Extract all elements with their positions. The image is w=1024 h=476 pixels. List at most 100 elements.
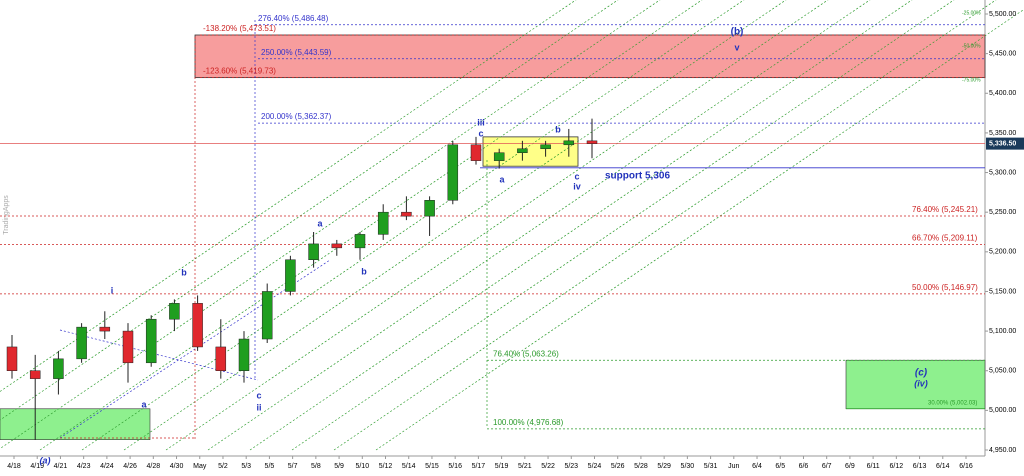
- fib-label: 76.40% (5,063.26): [493, 349, 559, 358]
- x-tick-label: 5/15: [425, 463, 439, 470]
- fib-label: -123.60% (5,419.73): [203, 67, 276, 76]
- wave-label: b: [361, 266, 367, 276]
- x-tick-label: 4/21: [54, 463, 68, 470]
- wave-label: b: [555, 124, 561, 134]
- wave-label: c: [256, 390, 261, 400]
- fan-line: [165, 0, 829, 451]
- watermark: TradingApps: [3, 195, 10, 235]
- fan-line: [207, 0, 871, 451]
- x-tick-label: 5/14: [402, 463, 416, 470]
- x-tick-label: 6/7: [822, 463, 832, 470]
- x-tick-label: 5/8: [311, 463, 321, 470]
- candle-body: [285, 259, 296, 292]
- x-tick-label: 5/22: [541, 463, 555, 470]
- wave-label: i: [111, 285, 114, 295]
- x-tick-label: 6/9: [845, 463, 855, 470]
- x-tick-label: 5/31: [704, 463, 718, 470]
- fan-line: [39, 0, 703, 451]
- candle-body: [447, 144, 459, 201]
- x-tick-label: May: [193, 463, 207, 470]
- x-tick-label: 6/16: [959, 463, 973, 470]
- x-tick-label: 4/24: [100, 463, 114, 470]
- candle-body: [99, 326, 111, 332]
- fan-line: [333, 0, 997, 451]
- y-tick-label: 5,050.00: [989, 368, 1016, 375]
- fan-line: [291, 0, 955, 451]
- candle-body: [29, 370, 41, 379]
- fan-label: -25.00%: [962, 10, 981, 16]
- fib-label: 100.00% (4,976.68): [493, 418, 564, 427]
- x-tick-label: 5/28: [634, 463, 648, 470]
- x-tick-label: Jun: [728, 463, 739, 470]
- target-zone: [194, 34, 986, 79]
- x-tick-label: 5/23: [564, 463, 578, 470]
- x-tick-label: 5/7: [288, 463, 298, 470]
- wave-label: iii: [477, 117, 485, 127]
- y-tick-label: 5,300.00: [989, 169, 1016, 176]
- x-tick-label: 5/30: [681, 463, 695, 470]
- x-tick-label: 4/19: [30, 463, 44, 470]
- candle-body: [53, 358, 64, 379]
- fan-line: [0, 0, 661, 450]
- candle-body: [76, 326, 87, 360]
- wave-label: iv: [573, 181, 581, 191]
- x-tick-label: 5/24: [588, 463, 602, 470]
- price-tag: [986, 137, 1024, 150]
- candle-body: [169, 303, 180, 320]
- candle-body: [517, 148, 528, 153]
- x-tick-label: 5/29: [657, 463, 671, 470]
- price-tag-label: 5,336.50: [989, 140, 1016, 147]
- candle-body: [401, 211, 412, 217]
- candle-body: [586, 140, 598, 144]
- wave-label: (a): [40, 455, 51, 465]
- x-tick-label: 4/26: [123, 463, 137, 470]
- y-tick-label: 5,250.00: [989, 209, 1016, 216]
- candle-body: [122, 330, 134, 364]
- candle-body: [470, 144, 482, 161]
- x-tick-label: 5/17: [472, 463, 486, 470]
- fib-label: 250.00% (5,443.59): [261, 48, 332, 57]
- wave-label: c: [574, 171, 579, 181]
- x-tick-label: 4/28: [147, 463, 161, 470]
- x-tick-label: 5/16: [448, 463, 462, 470]
- fib-label: 200.00% (5,362.37): [261, 112, 332, 121]
- y-tick-label: 5,000.00: [989, 407, 1016, 414]
- y-tick-label: 5,200.00: [989, 249, 1016, 256]
- fib-label: 50.00% (5,146.97): [912, 283, 978, 292]
- x-tick-label: 6/14: [936, 463, 950, 470]
- x-tick-label: 4/30: [170, 463, 184, 470]
- x-tick-label: 4/18: [7, 463, 21, 470]
- x-tick-label: 6/12: [890, 463, 904, 470]
- fan-line: [375, 8, 1024, 451]
- x-tick-label: 5/9: [334, 463, 344, 470]
- candle-body: [354, 234, 366, 249]
- support-label: support 5,306: [605, 170, 670, 181]
- fib-label: 30.00% (5,002.03): [928, 400, 977, 406]
- fib-label: 66.70% (5,209.11): [912, 234, 978, 243]
- candle-body: [145, 318, 157, 364]
- wave-label: (iv): [914, 378, 928, 388]
- candle-body: [6, 346, 18, 371]
- candle-body: [331, 243, 343, 249]
- x-tick-label: 5/3: [241, 463, 251, 470]
- fan-label: -75.00%: [962, 77, 981, 83]
- wave-label: c: [478, 128, 483, 138]
- candle-body: [215, 346, 227, 371]
- fan-line: [249, 0, 913, 451]
- fan-label: -50.00%: [962, 43, 981, 49]
- x-tick-label: 4/23: [77, 463, 91, 470]
- y-tick-label: 5,150.00: [989, 288, 1016, 295]
- wave-label: a: [317, 218, 323, 228]
- fib-label: 276.40% (5,486.48): [258, 14, 329, 23]
- green-zone: [0, 408, 151, 440]
- y-tick-label: 5,500.00: [989, 11, 1016, 18]
- y-tick-label: 5,450.00: [989, 50, 1016, 57]
- candle-body: [192, 303, 203, 348]
- candle-body: [308, 243, 319, 260]
- wave-label: ii: [256, 402, 261, 412]
- wave-label: a: [141, 399, 147, 409]
- candle-body: [563, 140, 575, 146]
- y-tick-label: 5,350.00: [989, 130, 1016, 137]
- candle-body: [261, 291, 273, 340]
